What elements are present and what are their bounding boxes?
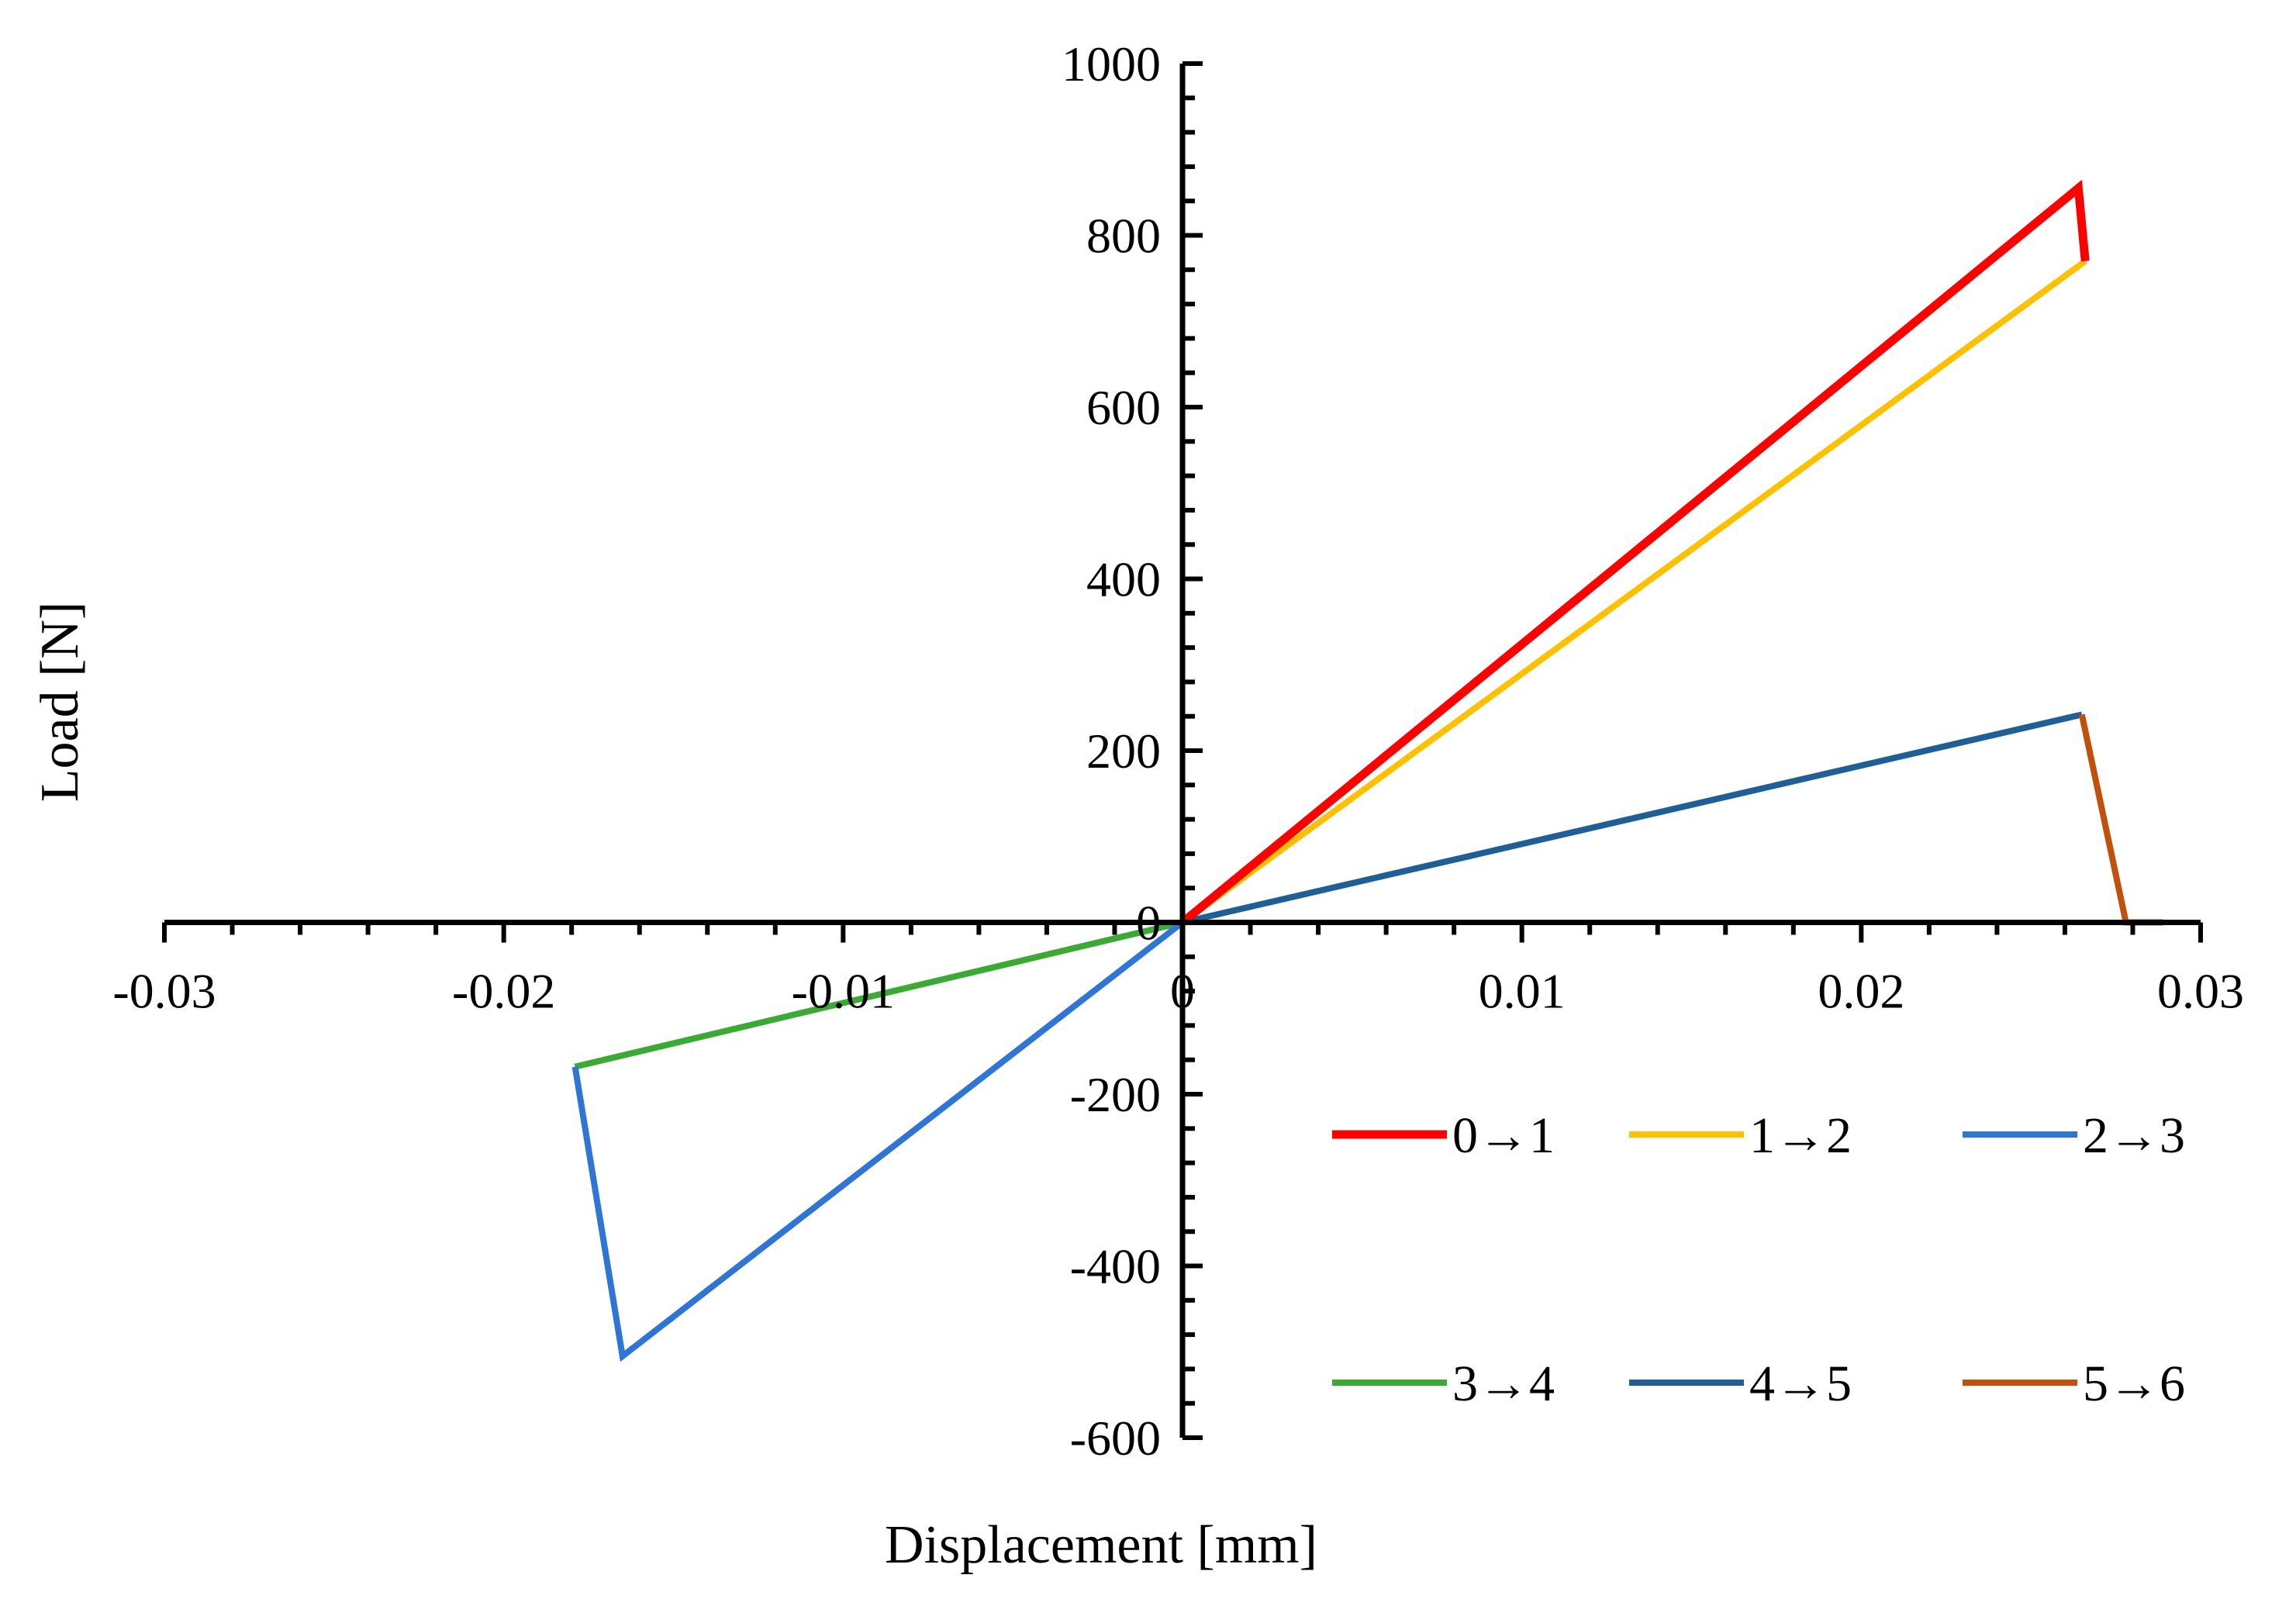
x-tick-label: 0.01 bbox=[1479, 964, 1566, 1019]
y-tick-label: -400 bbox=[1070, 1239, 1161, 1294]
y-axis-title: Load [N] bbox=[30, 602, 90, 803]
y-tick-label: 800 bbox=[1086, 209, 1161, 264]
legend-label-1: 0→1 bbox=[1452, 1107, 1555, 1164]
y-tick-label: -600 bbox=[1070, 1411, 1161, 1466]
series-line-5 bbox=[1182, 711, 2083, 926]
legend-label-6: 5→6 bbox=[2083, 1356, 2185, 1412]
series-line-4 bbox=[574, 919, 1183, 1070]
x-axis-title: Displacement [mm] bbox=[885, 1515, 1317, 1575]
series-line-6 bbox=[2078, 713, 2163, 926]
y-tick-label: 400 bbox=[1086, 552, 1161, 607]
x-tick-label: 0.02 bbox=[1818, 964, 1904, 1019]
y-tick-label: 200 bbox=[1086, 724, 1161, 779]
y-tick-label: 1000 bbox=[1062, 36, 1161, 92]
legend-label-2: 1→2 bbox=[1749, 1107, 1852, 1164]
y-tick-label: 0 bbox=[1136, 896, 1161, 951]
x-tick-label: -0.01 bbox=[792, 964, 895, 1019]
x-tick-label: -0.02 bbox=[452, 964, 555, 1019]
x-tick-label: 0.03 bbox=[2157, 964, 2244, 1019]
series-layer bbox=[571, 179, 2163, 1362]
y-tick-label: -200 bbox=[1070, 1067, 1161, 1122]
legend-label-5: 4→5 bbox=[1749, 1356, 1852, 1412]
legend: 0→1 1→2 2→3 3→4 4→5 5→6 bbox=[1332, 1107, 2185, 1412]
axes-layer: -0.03 -0.02 -0.01 0 0.01 0.02 0.03 1000 800 600 40… bbox=[30, 36, 2244, 1575]
x-tick-label: -0.03 bbox=[112, 964, 216, 1019]
legend-label-4: 3→4 bbox=[1452, 1356, 1555, 1412]
y-tick-label: 600 bbox=[1086, 380, 1161, 435]
series-line-3 bbox=[571, 920, 1185, 1362]
series-line-1 bbox=[1179, 179, 2090, 926]
legend-label-3: 2→3 bbox=[2083, 1107, 2185, 1164]
series-line-2 bbox=[1180, 258, 2087, 925]
